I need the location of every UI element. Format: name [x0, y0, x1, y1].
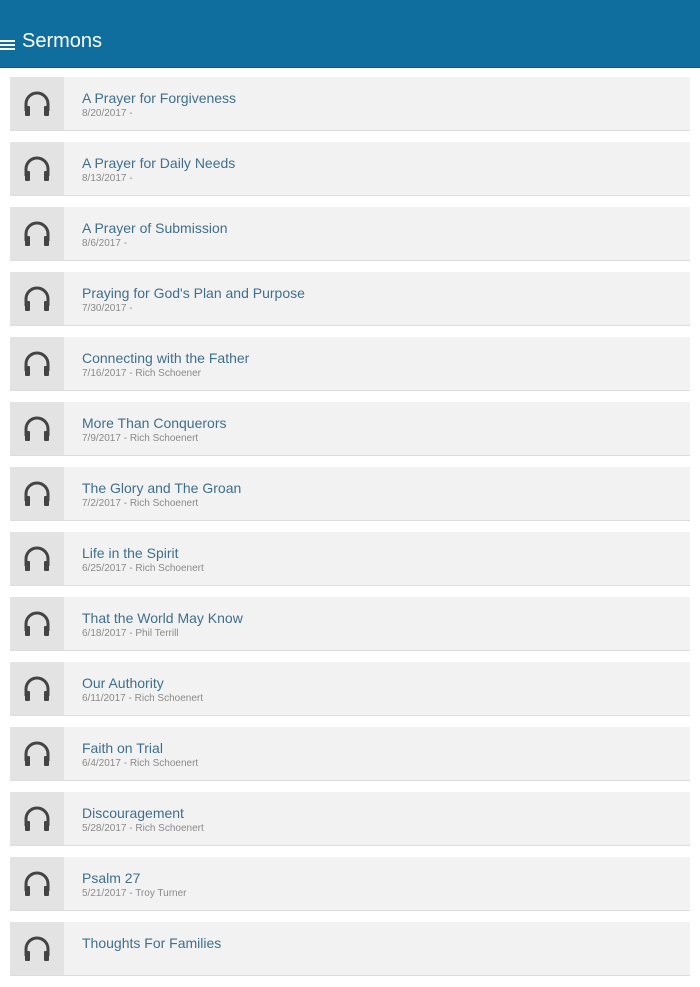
headphones-icon: [10, 77, 64, 130]
sermon-meta: 6/18/2017 - Phil Terrill: [82, 628, 179, 639]
sermon-list-item[interactable]: Discouragement 5/28/2017 - Rich Schoenert: [10, 792, 690, 846]
sermon-list-item[interactable]: Our Authority 6/11/2017 - Rich Schoenert: [10, 662, 690, 716]
headphones-icon: [10, 337, 64, 390]
headphones-icon: [10, 467, 64, 520]
sermon-title: A Prayer for Daily Needs: [82, 155, 236, 171]
sermon-title: Connecting with the Father: [82, 350, 250, 366]
sermon-list: A Prayer for Forgiveness 8/20/2017 -A Pra…: [10, 77, 690, 987]
sermon-meta: 7/16/2017 - Rich Schoener: [82, 368, 201, 379]
sermon-list-item[interactable]: Praying for God's Plan and Purpose 7/30/2…: [10, 272, 690, 326]
headphones-icon: [10, 272, 64, 325]
app-header: Sermons: [0, 0, 700, 68]
headphones-icon: [10, 207, 64, 260]
sermon-title: Faith on Trial: [82, 740, 163, 756]
sermon-list-item[interactable]: A Prayer for Daily Needs 8/13/2017 -: [10, 142, 690, 196]
headphones-icon: [10, 532, 64, 585]
sermon-list-item[interactable]: Faith on Trial 6/4/2017 - Rich Schoenert: [10, 727, 690, 781]
sermon-title: Our Authority: [82, 675, 164, 691]
sermon-list-item[interactable]: The Glory and The Groan 7/2/2017 - Rich S…: [10, 467, 690, 521]
sermon-meta: 8/13/2017 -: [82, 173, 133, 184]
sermon-title: More Than Conquerors: [82, 415, 227, 431]
sermon-meta: 6/11/2017 - Rich Schoenert: [82, 693, 204, 704]
sermon-meta: 5/21/2017 - Troy Turner: [82, 888, 187, 899]
sermon-title: A Prayer of Submission: [82, 220, 228, 236]
headphones-icon: [10, 922, 64, 975]
sermon-meta: 7/2/2017 - Rich Schoenert: [82, 498, 199, 509]
sermon-list-item[interactable]: A Prayer of Submission 8/6/2017 -: [10, 207, 690, 261]
sermon-title: Praying for God's Plan and Purpose: [82, 285, 305, 301]
sermon-list-item[interactable]: Thoughts For Families: [10, 922, 690, 976]
sermon-list-item[interactable]: That the World May Know 6/18/2017 - Phil …: [10, 597, 690, 651]
sermon-meta: 8/20/2017 -: [82, 108, 133, 119]
sermon-list-item[interactable]: A Prayer for Forgiveness 8/20/2017 -: [10, 77, 690, 131]
sermon-meta: 6/4/2017 - Rich Schoenert: [82, 758, 199, 769]
sermon-meta: 7/30/2017 -: [82, 303, 133, 314]
sermon-list-item[interactable]: More Than Conquerors 7/9/2017 - Rich Scho…: [10, 402, 690, 456]
sermon-list-item[interactable]: Life in the Spirit 6/25/2017 - Rich Schoe…: [10, 532, 690, 586]
sermon-title: Psalm 27: [82, 870, 141, 886]
sermon-title: A Prayer for Forgiveness: [82, 90, 237, 106]
sermon-meta: 7/9/2017 - Rich Schoenert: [82, 433, 199, 444]
headphones-icon: [10, 597, 64, 650]
sermon-title: That the World May Know: [82, 610, 243, 626]
sermon-title: Life in the Spirit: [82, 545, 179, 561]
sermon-meta: 8/6/2017 -: [82, 238, 128, 249]
sermon-list-item[interactable]: Connecting with the Father 7/16/2017 - Ri…: [10, 337, 690, 391]
headphones-icon: [10, 727, 64, 780]
sermon-meta: 6/25/2017 - Rich Schoenert: [82, 563, 204, 574]
sermon-title: Discouragement: [82, 805, 184, 821]
sermon-title: Thoughts For Families: [82, 935, 222, 951]
hamburger-icon[interactable]: [0, 40, 15, 50]
sermon-title: The Glory and The Groan: [82, 480, 242, 496]
sermon-meta: 5/28/2017 - Rich Schoenert: [82, 823, 204, 834]
page-title: Sermons: [22, 30, 103, 52]
headphones-icon: [10, 142, 64, 195]
headphones-icon: [10, 857, 64, 910]
headphones-icon: [10, 792, 64, 845]
headphones-icon: [10, 402, 64, 455]
sermon-list-item[interactable]: Psalm 27 5/21/2017 - Troy Turner: [10, 857, 690, 911]
headphones-icon: [10, 662, 64, 715]
